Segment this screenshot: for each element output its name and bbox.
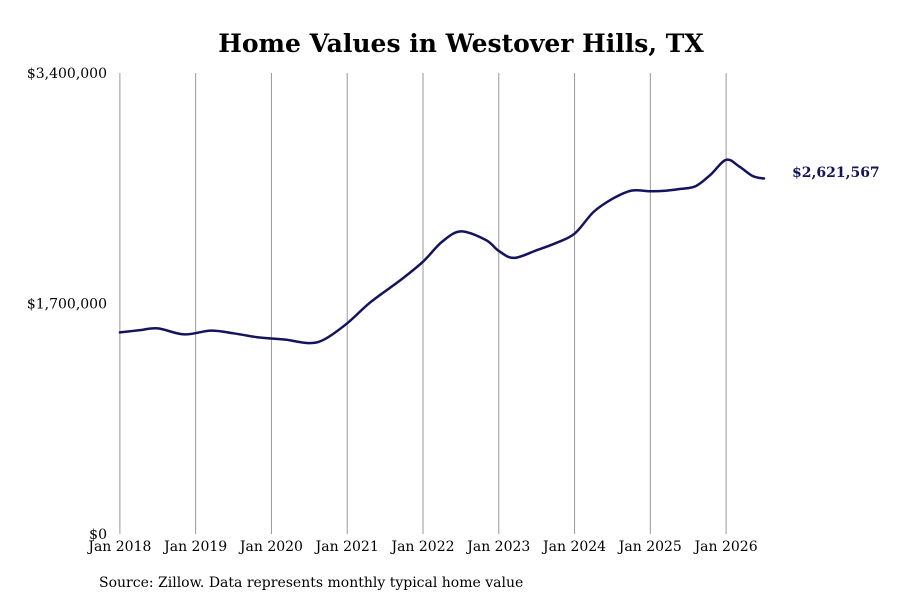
chart-title: Home Values in Westover Hills, TX <box>218 29 704 58</box>
x-tick-label: Jan 2021 <box>314 539 379 555</box>
x-tick-label: Jan 2024 <box>541 539 606 555</box>
x-tick-label: Jan 2023 <box>465 539 530 555</box>
x-tick-label: Jan 2018 <box>86 539 151 555</box>
x-tick-label: Jan 2026 <box>693 539 758 555</box>
y-tick-label: $3,400,000 <box>27 66 107 82</box>
x-tick-label: Jan 2020 <box>238 539 303 555</box>
x-axis-tick-labels: Jan 2018 Jan 2019 Jan 2020 Jan 2021 Jan 2022… <box>86 539 757 555</box>
latest-value-label: $2,621,567 <box>792 165 880 181</box>
y-tick-label: $1,700,000 <box>27 297 107 313</box>
x-tick-label: Jan 2019 <box>162 539 227 555</box>
vertical-gridlines <box>119 73 727 534</box>
source-note: Source: Zillow. Data represents monthly … <box>99 575 523 591</box>
x-tick-label: Jan 2022 <box>389 539 454 555</box>
home-value-line <box>118 158 766 345</box>
y-axis-tick-labels: $0 $1,700,000 $3,400,000 <box>27 66 107 543</box>
x-tick-label: Jan 2025 <box>617 539 682 555</box>
y-tick-label: $0 <box>89 527 107 543</box>
